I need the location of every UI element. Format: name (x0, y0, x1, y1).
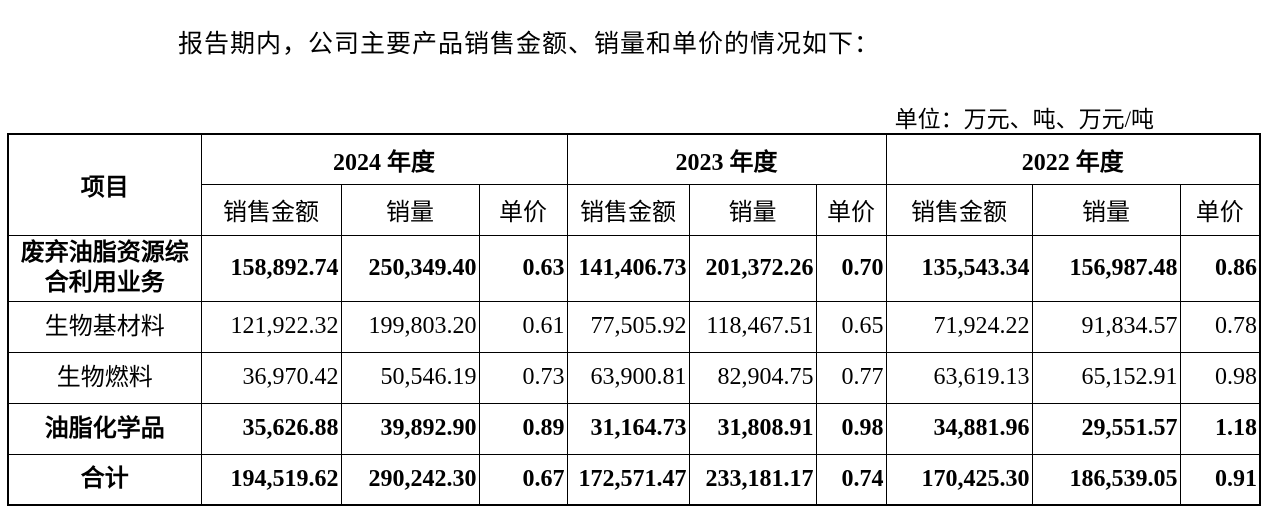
cell-volume: 186,539.05 (1031, 453, 1181, 506)
sub-header-volume: 销量 (688, 183, 817, 236)
cell-volume: 118,467.51 (688, 300, 817, 353)
cell-volume: 82,904.75 (688, 351, 817, 404)
cell-volume: 31,808.91 (688, 402, 817, 455)
cell-price: 0.63 (478, 234, 568, 302)
cell-amount: 141,406.73 (566, 234, 690, 302)
row-label: 生物基材料 (7, 300, 202, 353)
cell-amount: 170,425.30 (885, 453, 1033, 506)
cell-price: 0.77 (815, 351, 887, 404)
cell-amount: 158,892.74 (200, 234, 342, 302)
table-row: 生物燃料 36,970.42 50,546.19 0.73 63,900.81 … (7, 351, 1261, 404)
cell-amount: 71,924.22 (885, 300, 1033, 353)
cell-volume: 250,349.40 (340, 234, 480, 302)
table-row: 废弃油脂资源综 合利用业务 158,892.74 250,349.40 0.63 … (7, 234, 1261, 302)
cell-amount: 63,900.81 (566, 351, 690, 404)
cell-amount: 36,970.42 (200, 351, 342, 404)
cell-price: 0.70 (815, 234, 887, 302)
table-row: 油脂化学品 35,626.88 39,892.90 0.89 31,164.73… (7, 402, 1261, 455)
cell-price: 0.78 (1179, 300, 1261, 353)
sub-header-price: 单价 (478, 183, 568, 236)
cell-amount: 77,505.92 (566, 300, 690, 353)
sub-header-volume: 销量 (1031, 183, 1181, 236)
item-header: 项目 (7, 133, 202, 236)
intro-text: 报告期内，公司主要产品销售金额、销量和单价的情况如下： (178, 31, 881, 58)
year-header-2022: 2022 年度 (885, 133, 1261, 185)
sub-header-volume: 销量 (340, 183, 480, 236)
cell-amount: 31,164.73 (566, 402, 690, 455)
cell-price: 0.89 (478, 402, 568, 455)
cell-volume: 233,181.17 (688, 453, 817, 506)
year-header-2024: 2024 年度 (200, 133, 568, 185)
cell-amount: 194,519.62 (200, 453, 342, 506)
cell-volume: 29,551.57 (1031, 402, 1181, 455)
cell-price: 0.67 (478, 453, 568, 506)
table-row-total: 合计 194,519.62 290,242.30 0.67 172,571.47… (7, 453, 1261, 506)
cell-volume: 199,803.20 (340, 300, 480, 353)
sub-header-amount: 销售金额 (200, 183, 342, 236)
row-label: 油脂化学品 (7, 402, 202, 455)
cell-price: 0.98 (1179, 351, 1261, 404)
row-label-line: 废弃油脂资源综 (20, 240, 189, 266)
cell-volume: 290,242.30 (340, 453, 480, 506)
cell-price: 0.86 (1179, 234, 1261, 302)
year-header-2023: 2023 年度 (566, 133, 887, 185)
row-label: 废弃油脂资源综 合利用业务 (7, 234, 202, 302)
sub-header-price: 单价 (815, 183, 887, 236)
cell-price: 0.65 (815, 300, 887, 353)
row-label-line: 合利用业务 (44, 270, 165, 296)
cell-volume: 65,152.91 (1031, 351, 1181, 404)
cell-price: 0.74 (815, 453, 887, 506)
sales-table: 项目 2024 年度 2023 年度 2022 年度 销售金额 销量 单价 销售… (7, 133, 1262, 506)
cell-amount: 172,571.47 (566, 453, 690, 506)
cell-volume: 39,892.90 (340, 402, 480, 455)
cell-volume: 156,987.48 (1031, 234, 1181, 302)
cell-amount: 63,619.13 (885, 351, 1033, 404)
unit-note: 单位：万元、吨、万元/吨 (894, 107, 1154, 132)
cell-price: 0.91 (1179, 453, 1261, 506)
cell-amount: 135,543.34 (885, 234, 1033, 302)
cell-amount: 35,626.88 (200, 402, 342, 455)
sub-header-price: 单价 (1179, 183, 1261, 236)
table-row: 生物基材料 121,922.32 199,803.20 0.61 77,505.… (7, 300, 1261, 353)
sub-header-amount: 销售金额 (885, 183, 1033, 236)
row-label: 生物燃料 (7, 351, 202, 404)
cell-price: 0.61 (478, 300, 568, 353)
row-label: 合计 (7, 453, 202, 506)
cell-volume: 50,546.19 (340, 351, 480, 404)
cell-price: 0.98 (815, 402, 887, 455)
cell-price: 0.73 (478, 351, 568, 404)
cell-volume: 201,372.26 (688, 234, 817, 302)
cell-price: 1.18 (1179, 402, 1261, 455)
cell-amount: 34,881.96 (885, 402, 1033, 455)
sub-header-amount: 销售金额 (566, 183, 690, 236)
cell-amount: 121,922.32 (200, 300, 342, 353)
cell-volume: 91,834.57 (1031, 300, 1181, 353)
